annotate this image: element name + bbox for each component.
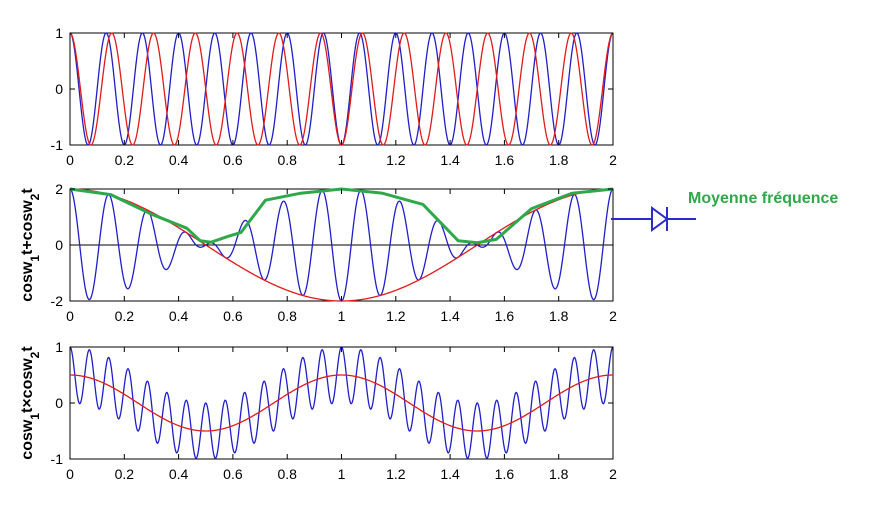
- y-axis-label: cosw1t×cosw2t: [19, 346, 42, 460]
- tick-layer: 0 0.2 0.4 0.6 0.8 1 1.2 1.4 1.6 1.8 2-101: [51, 25, 618, 168]
- x-tick-label: 1.8: [549, 152, 569, 168]
- x-tick-label: 1: [338, 308, 346, 324]
- tick-layer: 0 0.2 0.4 0.6 0.8 1 1.2 1.4 1.6 1.8 2-202: [51, 181, 618, 324]
- x-tick-label: 0.2: [115, 308, 135, 324]
- x-tick-label: 1.6: [495, 152, 515, 168]
- x-tick-label: 0: [66, 308, 74, 324]
- y-tick-label: -1: [51, 451, 64, 467]
- x-tick-label: 2: [609, 308, 617, 324]
- x-tick-label: 0.2: [115, 466, 135, 482]
- y-tick-label: 0: [55, 237, 63, 253]
- x-tick-label: 1.4: [440, 308, 460, 324]
- annotation-group: Moyenne fréquence: [611, 190, 838, 232]
- x-tick-label: 0.4: [169, 152, 189, 168]
- x-tick-label: 1.8: [549, 308, 569, 324]
- series-line-blue: [69, 32, 614, 146]
- series-layer: [69, 346, 614, 460]
- annotation-label: Moyenne fréquence: [688, 190, 838, 207]
- series-line-green-envelope: [69, 187, 614, 245]
- y-tick-label: -1: [51, 137, 64, 153]
- subplot-top: 0 0.2 0.4 0.6 0.8 1 1.2 1.4 1.6 1.8 2-101: [51, 25, 618, 168]
- x-tick-label: 0.8: [277, 466, 297, 482]
- x-tick-label: 0: [66, 152, 74, 168]
- x-tick-label: 0.8: [277, 308, 297, 324]
- x-tick-label: 2: [609, 152, 617, 168]
- subplot-middle: 0 0.2 0.4 0.6 0.8 1 1.2 1.4 1.6 1.8 2-202 cosw1t+c…: [19, 181, 617, 324]
- x-tick-label: 0.6: [223, 466, 243, 482]
- x-tick-label: 1: [338, 152, 346, 168]
- series-line-red: [70, 374, 613, 432]
- subplot-bottom: 0 0.2 0.4 0.6 0.8 1 1.2 1.4 1.6 1.8 2-101 cosw1t×c…: [19, 339, 617, 482]
- x-tick-label: 0: [66, 466, 74, 482]
- y-tick-label: 0: [55, 81, 63, 97]
- y-tick-label: 2: [55, 181, 63, 197]
- series-line-blue: [69, 346, 614, 460]
- y-tick-label: 1: [55, 25, 63, 41]
- x-tick-label: 1: [338, 466, 346, 482]
- x-tick-label: 0.6: [223, 152, 243, 168]
- series-layer: [69, 32, 614, 146]
- x-tick-label: 0.8: [277, 152, 297, 168]
- diode-arrow-icon: [611, 206, 696, 232]
- x-tick-label: 1.8: [549, 466, 569, 482]
- y-tick-label: 1: [55, 339, 63, 355]
- x-tick-label: 1.2: [386, 466, 406, 482]
- y-axis-label: cosw1t+cosw2t: [19, 188, 42, 302]
- x-tick-label: 0.4: [169, 466, 189, 482]
- x-tick-label: 2: [609, 466, 617, 482]
- x-tick-label: 0.6: [223, 308, 243, 324]
- y-tick-label: 0: [55, 395, 63, 411]
- x-tick-label: 1.6: [495, 308, 515, 324]
- series-layer: [69, 187, 614, 302]
- x-tick-label: 0.4: [169, 308, 189, 324]
- x-tick-label: 1.2: [386, 152, 406, 168]
- x-tick-label: 1.4: [440, 466, 460, 482]
- x-tick-label: 1.6: [495, 466, 515, 482]
- x-tick-label: 1.4: [440, 152, 460, 168]
- tick-layer: 0 0.2 0.4 0.6 0.8 1 1.2 1.4 1.6 1.8 2-101: [51, 339, 618, 482]
- x-tick-label: 0.2: [115, 152, 135, 168]
- x-tick-label: 1.2: [386, 308, 406, 324]
- y-tick-label: -2: [51, 293, 64, 309]
